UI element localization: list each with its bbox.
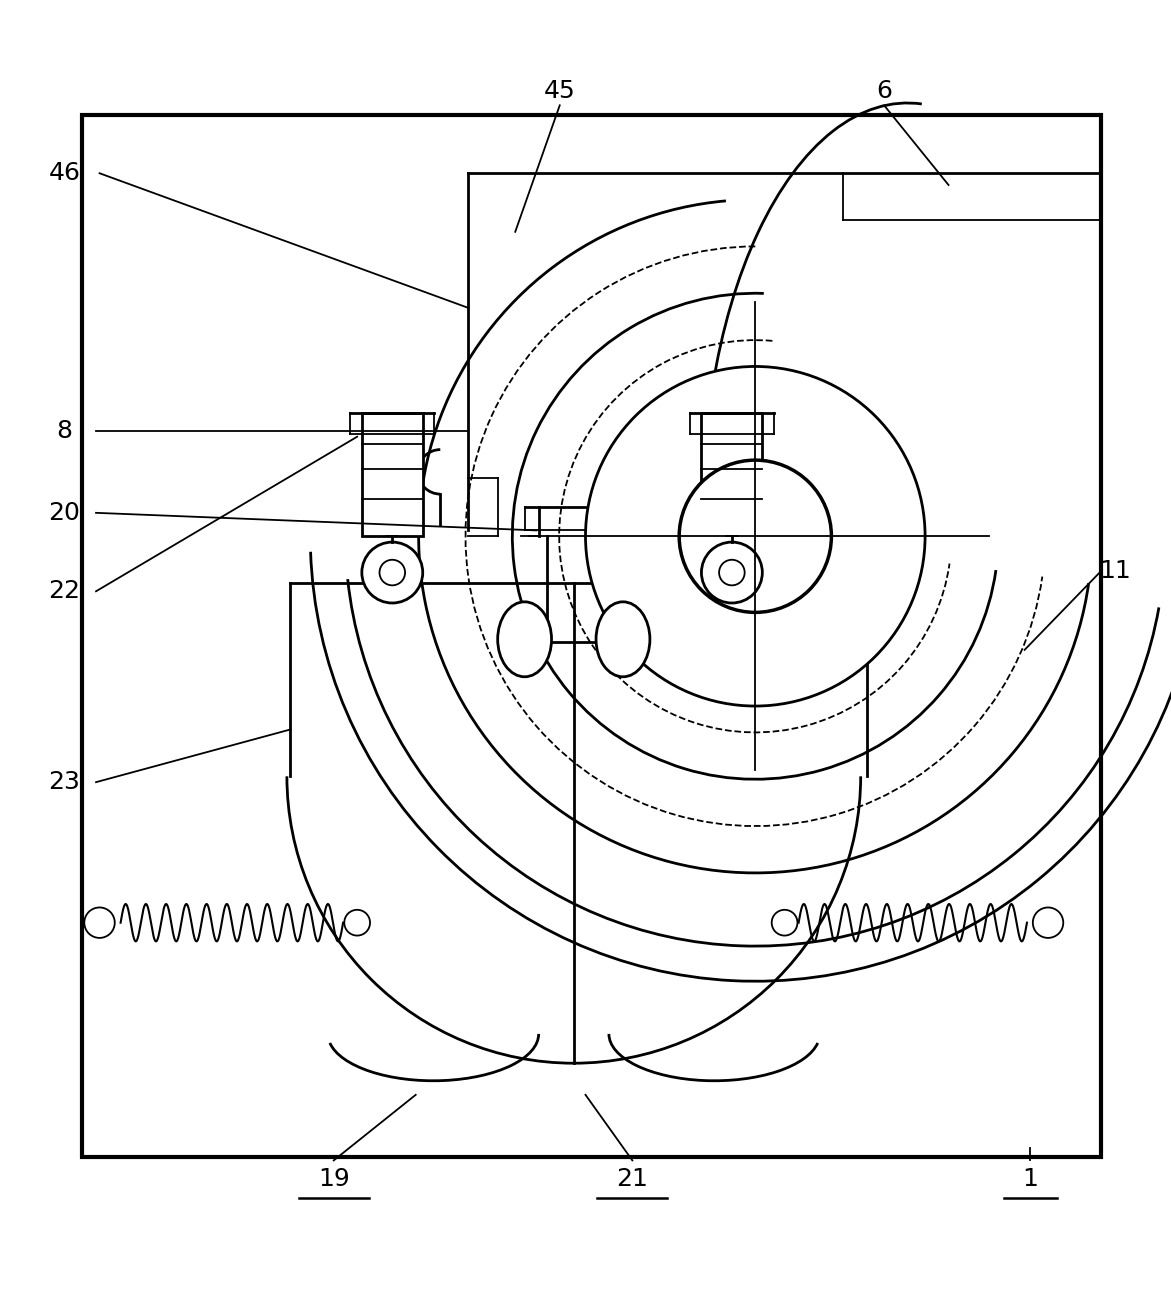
Circle shape [701,543,762,603]
Text: 23: 23 [48,771,81,794]
Text: 1: 1 [1022,1167,1039,1191]
Text: 6: 6 [876,79,892,104]
Bar [701,413,762,536]
Circle shape [719,559,745,585]
Ellipse shape [596,602,650,677]
Bar [82,115,1101,1156]
Text: 22: 22 [48,579,81,603]
Text: 8: 8 [56,418,73,443]
Ellipse shape [498,602,552,677]
Circle shape [344,910,370,935]
Text: 21: 21 [616,1167,649,1191]
Circle shape [362,543,423,603]
Circle shape [772,910,797,935]
Text: 11: 11 [1098,559,1131,583]
Circle shape [379,559,405,585]
Circle shape [586,366,925,706]
Circle shape [84,908,115,938]
Text: 46: 46 [48,162,81,185]
Bar [362,413,423,536]
Text: 19: 19 [317,1167,350,1191]
Circle shape [1033,908,1063,938]
Text: 20: 20 [48,501,81,524]
Circle shape [679,460,831,613]
Text: 45: 45 [543,79,576,104]
